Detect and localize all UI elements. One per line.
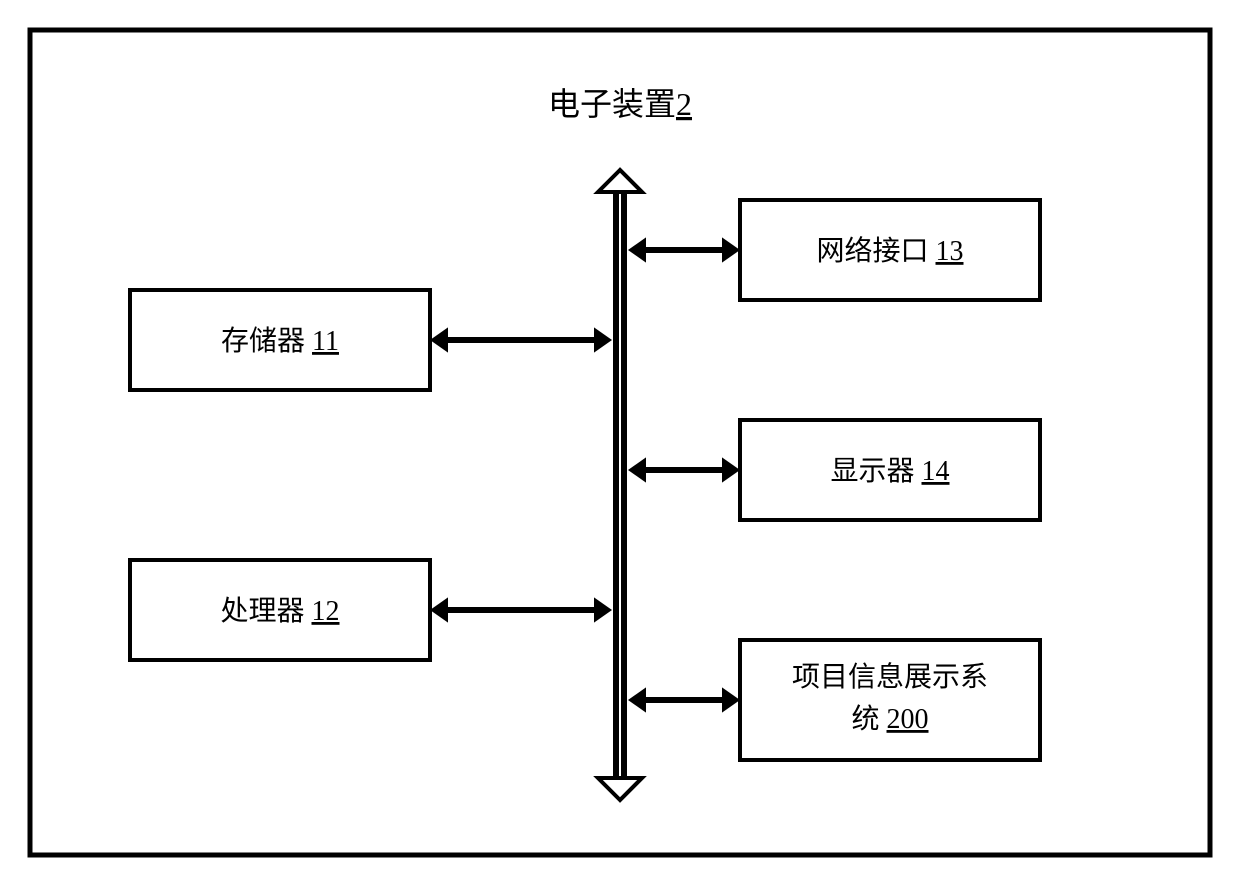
block-memory: 存储器 11: [130, 290, 430, 390]
block-label-line2: 统 200: [851, 703, 928, 735]
block-cpu: 处理器 12: [130, 560, 430, 660]
block-display: 显示器 14: [740, 420, 1040, 520]
block-label: 存储器 11: [221, 325, 339, 357]
block-netif: 网络接口 13: [740, 200, 1040, 300]
block-label: 处理器 12: [220, 595, 339, 627]
block-label: 显示器 14: [830, 456, 949, 487]
block-system: 项目信息展示系统 200: [740, 640, 1040, 760]
block-label: 网络接口 13: [816, 235, 963, 267]
diagram-title: 电子装置2: [548, 86, 692, 122]
block-label: 项目信息展示系: [792, 661, 988, 693]
